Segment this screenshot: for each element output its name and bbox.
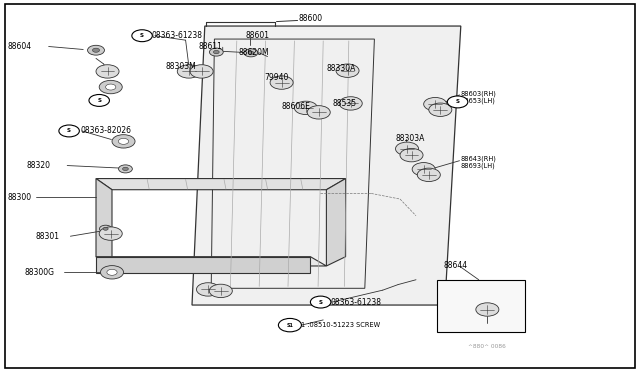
Text: 88320: 88320 — [27, 161, 51, 170]
Circle shape — [336, 64, 359, 77]
Polygon shape — [96, 257, 310, 273]
Circle shape — [214, 51, 219, 54]
Text: 88653(LH): 88653(LH) — [461, 97, 495, 104]
Text: ^880^ 0086: ^880^ 0086 — [468, 344, 506, 349]
Polygon shape — [96, 257, 326, 266]
Circle shape — [106, 84, 116, 90]
Circle shape — [99, 225, 112, 232]
Text: 88600: 88600 — [299, 14, 323, 23]
Text: 88330A: 88330A — [326, 64, 356, 73]
Circle shape — [118, 138, 129, 144]
Circle shape — [270, 76, 293, 89]
Circle shape — [396, 142, 419, 155]
Circle shape — [196, 283, 220, 296]
Circle shape — [412, 163, 435, 176]
Text: S: S — [67, 128, 71, 134]
Text: 88620M: 88620M — [239, 48, 269, 57]
Circle shape — [107, 269, 117, 275]
Polygon shape — [326, 179, 346, 266]
Circle shape — [310, 296, 331, 308]
Text: 08363-61238: 08363-61238 — [151, 31, 202, 40]
Polygon shape — [192, 26, 461, 305]
Circle shape — [112, 135, 135, 148]
Circle shape — [209, 48, 223, 56]
Text: 88644: 88644 — [444, 262, 468, 270]
Text: 88643(RH): 88643(RH) — [461, 156, 497, 163]
Text: S: S — [140, 33, 144, 38]
Text: 08363-82026: 08363-82026 — [81, 126, 132, 135]
Circle shape — [100, 266, 124, 279]
Circle shape — [429, 103, 452, 116]
Circle shape — [88, 45, 104, 55]
Circle shape — [476, 303, 499, 316]
Text: 88303M: 88303M — [165, 62, 196, 71]
Circle shape — [123, 167, 128, 170]
Text: 08363-61238: 08363-61238 — [330, 298, 381, 307]
Circle shape — [209, 284, 232, 298]
Circle shape — [278, 318, 301, 332]
Text: 88300: 88300 — [8, 193, 32, 202]
Polygon shape — [96, 179, 346, 190]
Text: 88303A: 88303A — [396, 134, 425, 143]
Polygon shape — [96, 179, 112, 266]
Text: 88601: 88601 — [245, 31, 269, 40]
Text: 88535: 88535 — [333, 99, 357, 108]
Text: 88300G: 88300G — [24, 268, 54, 277]
Circle shape — [99, 80, 122, 94]
Text: 1 :08510-51223 SCREW: 1 :08510-51223 SCREW — [301, 322, 381, 328]
Text: S: S — [456, 99, 460, 105]
Circle shape — [177, 65, 200, 78]
Text: 88603(RH): 88603(RH) — [461, 90, 497, 97]
Text: 79940: 79940 — [264, 73, 289, 82]
Polygon shape — [211, 39, 374, 288]
Circle shape — [59, 125, 79, 137]
Text: S: S — [319, 299, 323, 305]
Circle shape — [447, 96, 468, 108]
Circle shape — [118, 165, 132, 173]
Circle shape — [244, 49, 258, 57]
Text: 88693(LH): 88693(LH) — [461, 163, 495, 169]
Circle shape — [339, 97, 362, 110]
Text: S: S — [97, 98, 101, 103]
Circle shape — [417, 168, 440, 182]
Circle shape — [132, 30, 152, 42]
Text: 88611: 88611 — [198, 42, 222, 51]
Circle shape — [96, 65, 119, 78]
Circle shape — [307, 106, 330, 119]
Text: S1: S1 — [287, 323, 293, 328]
Circle shape — [400, 148, 423, 162]
Bar — [437, 280, 525, 332]
Text: 88604: 88604 — [8, 42, 32, 51]
Text: 88606E: 88606E — [282, 102, 310, 110]
Circle shape — [294, 101, 317, 115]
Text: 88301: 88301 — [35, 232, 60, 241]
Circle shape — [103, 227, 108, 230]
Circle shape — [93, 48, 100, 52]
Circle shape — [89, 94, 109, 106]
Circle shape — [190, 65, 213, 78]
Circle shape — [248, 51, 253, 55]
Circle shape — [99, 227, 122, 240]
Circle shape — [424, 97, 447, 111]
